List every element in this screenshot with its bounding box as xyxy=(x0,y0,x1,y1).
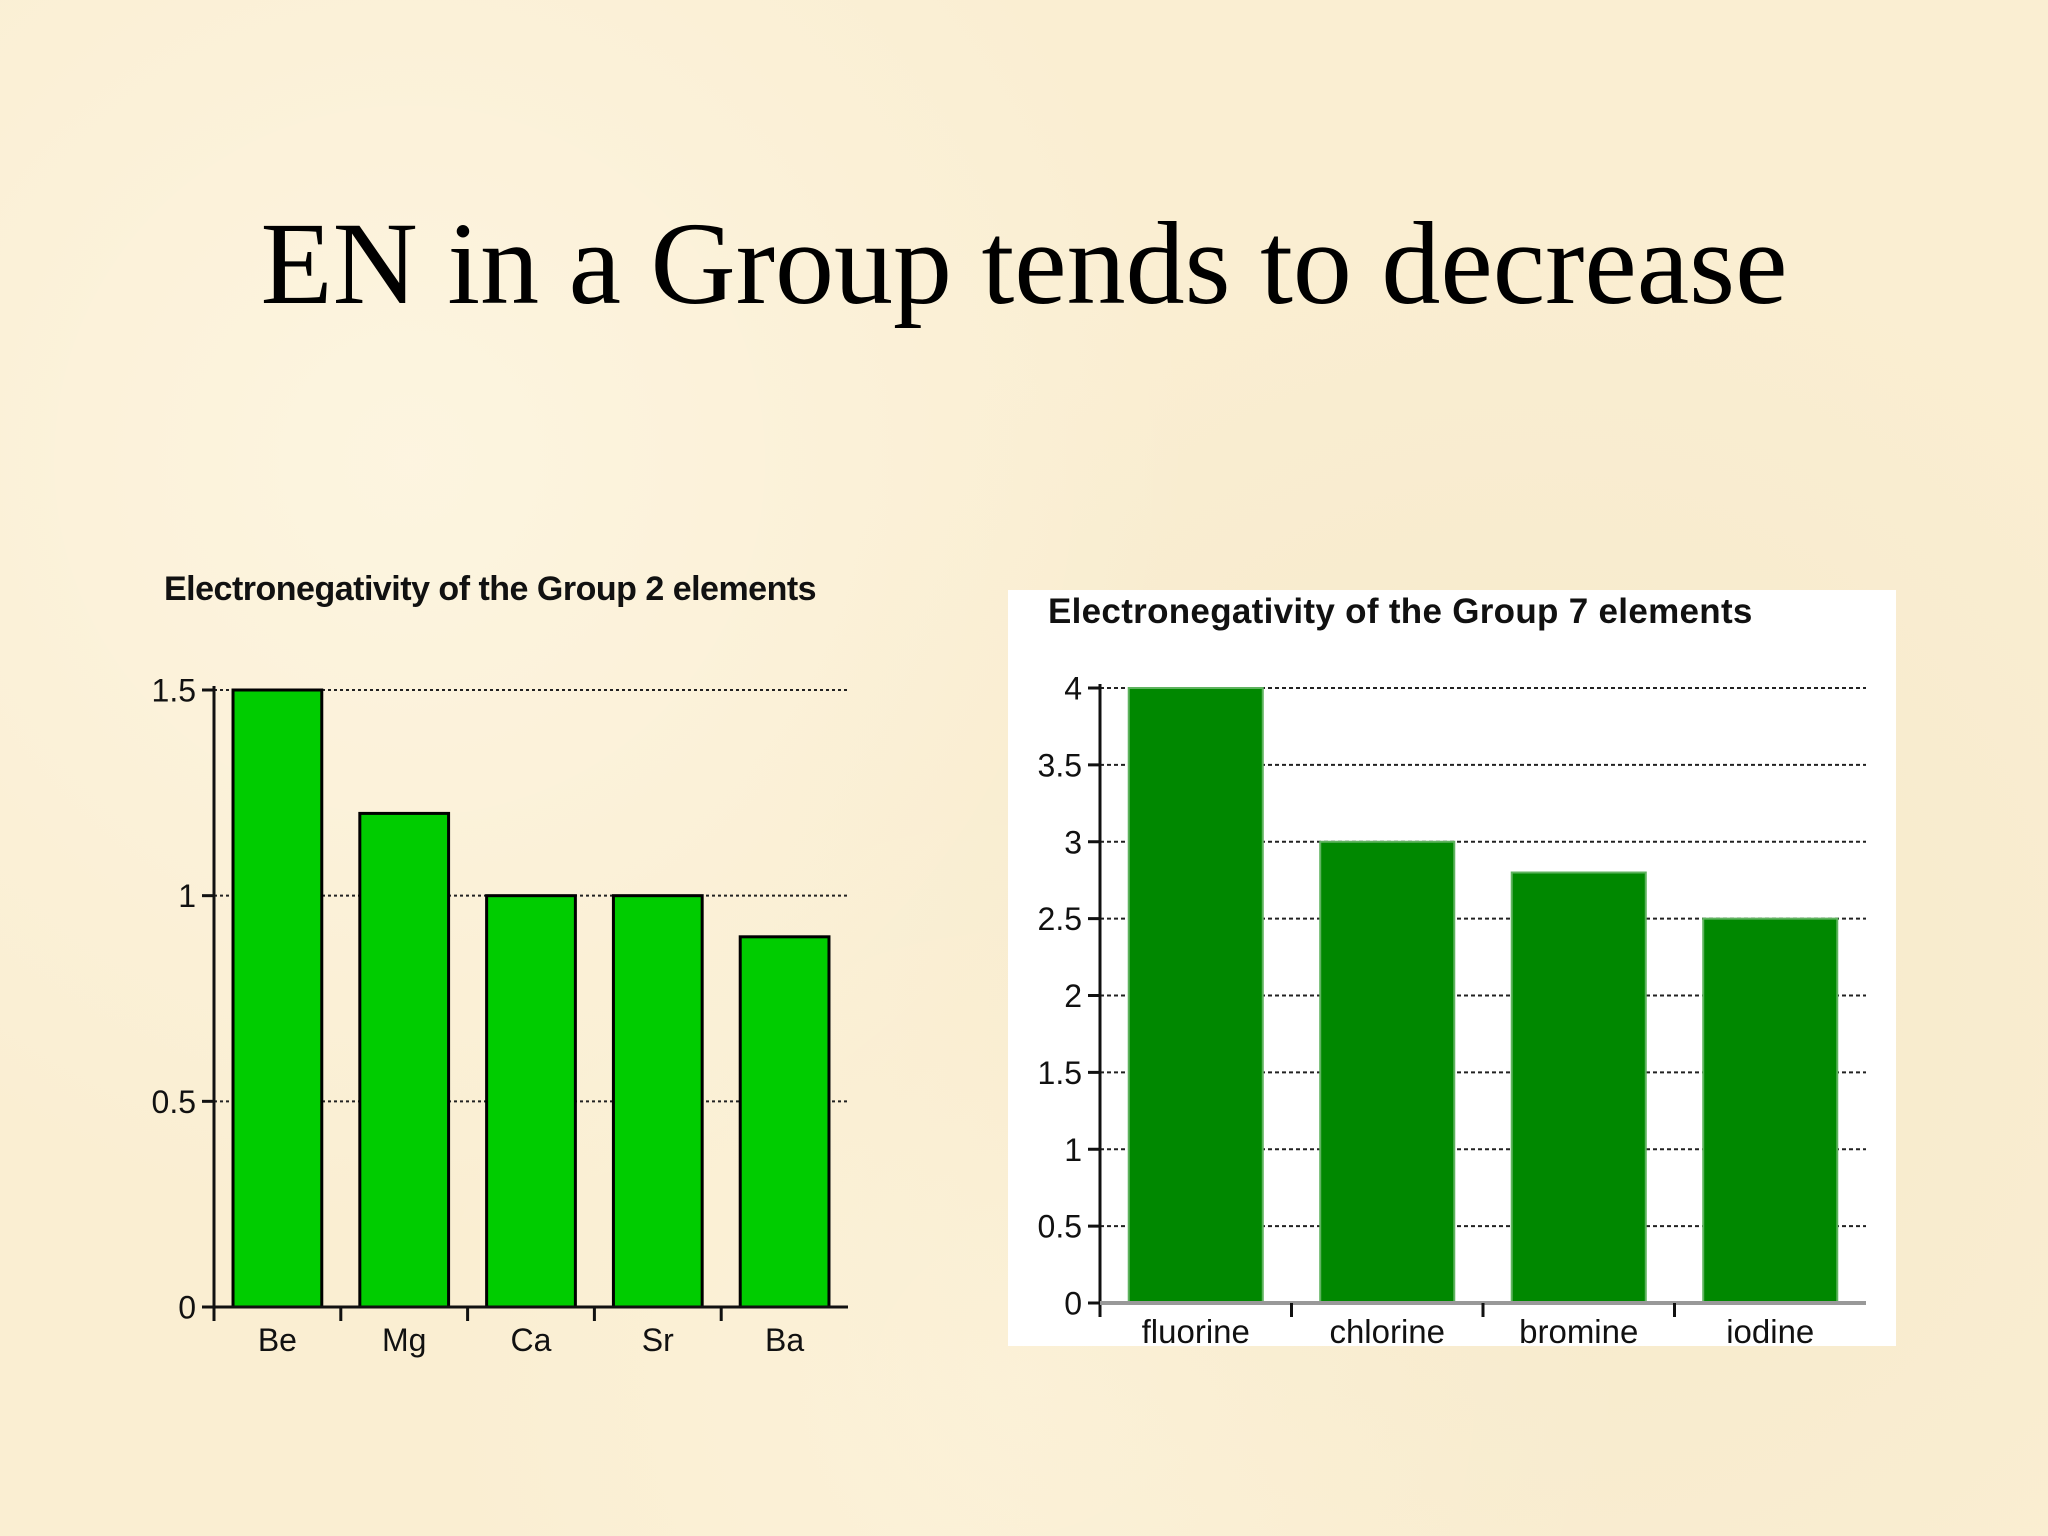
y-tick-label: 0 xyxy=(178,1290,196,1326)
bar xyxy=(231,688,324,1309)
y-tick-label: 1 xyxy=(178,878,196,914)
y-tick-label: 1.5 xyxy=(152,673,196,709)
x-category-label: fluorine xyxy=(1142,1313,1250,1350)
x-category-label: Be xyxy=(258,1322,297,1358)
bar xyxy=(1702,917,1839,1304)
y-tick-label: 1 xyxy=(1064,1132,1082,1168)
bar xyxy=(738,935,831,1309)
y-tick-label: 2 xyxy=(1064,978,1082,1014)
group2-chart: Electronegativity of the Group 2 element… xyxy=(130,560,870,1360)
bar xyxy=(1510,871,1647,1304)
bar xyxy=(485,894,577,1309)
group2-bar-chart: 0 0.5 1 1.5 Be Mg Ca Sr Ba xyxy=(152,673,848,1358)
y-tick-label: 1.5 xyxy=(1038,1055,1082,1091)
x-category-label: bromine xyxy=(1519,1313,1638,1350)
x-category-label: Ba xyxy=(765,1322,804,1358)
y-tick-label: 0 xyxy=(1064,1286,1082,1322)
slide-title: EN in a Group tends to decrease xyxy=(260,198,1788,329)
bar xyxy=(611,894,704,1309)
chart-title: Electronegativity of the Group 2 element… xyxy=(164,570,817,608)
x-category-label: Sr xyxy=(642,1322,674,1358)
y-tick-label: 2.5 xyxy=(1038,901,1082,937)
y-tick-label: 0.5 xyxy=(1038,1209,1082,1245)
y-tick-label: 0.5 xyxy=(152,1084,196,1120)
bar xyxy=(358,811,451,1309)
y-tick-label: 3.5 xyxy=(1038,747,1082,783)
bar xyxy=(1127,687,1264,1304)
x-category-label: iodine xyxy=(1726,1313,1814,1350)
chart-title: Electronegativity of the Group 7 element… xyxy=(1048,592,1753,631)
x-category-label: Ca xyxy=(511,1322,552,1358)
bar xyxy=(1319,840,1456,1304)
y-tick-label: 3 xyxy=(1064,824,1082,860)
group7-chart: Electronegativity of the Group 7 element… xyxy=(1008,590,1896,1350)
group7-bar-chart: 0 0.5 1 1.5 2 2.5 3 3.5 4 fluorine chlorine bromine… xyxy=(1038,671,1866,1350)
x-category-label: chlorine xyxy=(1329,1313,1445,1350)
y-tick-label: 4 xyxy=(1064,671,1082,707)
x-category-label: Mg xyxy=(382,1322,426,1358)
